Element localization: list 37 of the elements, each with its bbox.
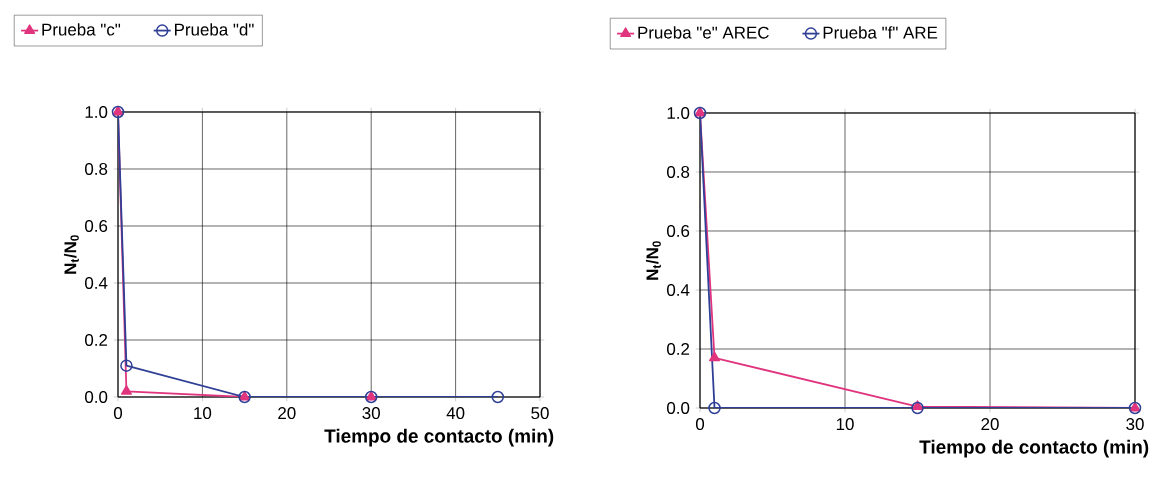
y-tick-label: 0.2 [85, 334, 108, 346]
y-tick-label: 0.0 [667, 402, 690, 414]
x-tick-label: 50 [531, 407, 549, 420]
y-tick-label: 0.8 [667, 166, 690, 178]
x-tick-label: 0 [113, 407, 123, 420]
legend-label: Prueba "d" [175, 23, 254, 36]
point [912, 400, 924, 411]
point [911, 401, 924, 415]
legend-label: Prueba "e" AREC [638, 26, 769, 39]
x-tick-label: 30 [1126, 418, 1144, 431]
point [709, 351, 721, 362]
x-tick-label: 20 [278, 407, 296, 420]
y-tick-label: 0.2 [667, 343, 690, 355]
x-axis-title: Tiempo de contacto (min) [919, 439, 1149, 458]
point [120, 359, 133, 372]
point [120, 385, 132, 395]
y-tick-label: 0.4 [667, 284, 690, 296]
x-tick-label: 20 [981, 418, 999, 431]
y-tick-label: 1.0 [667, 107, 690, 119]
point [491, 390, 505, 404]
y-axis-title: N$_{t}$/N$_{0}$ [645, 241, 661, 280]
y-tick-label: 0.4 [85, 277, 108, 289]
x-tick-label: 10 [194, 407, 212, 420]
y-tick-label: 0.6 [85, 220, 108, 232]
y-tick-label: 0.8 [85, 163, 108, 175]
x-tick-label: 0 [695, 418, 705, 431]
y-tick-label: 0.6 [667, 225, 690, 237]
y-tick-label: 0.0 [85, 391, 108, 403]
x-axis-title: Tiempo de contacto (min) [324, 428, 554, 447]
y-axis-title: N$_{t}$/N$_{0}$ [63, 235, 79, 274]
x-tick-label: 40 [446, 407, 465, 420]
x-tick-label: 30 [362, 407, 380, 420]
y-tick-label: 1.0 [85, 106, 108, 118]
legend-label: Prueba "f" ARE [823, 26, 938, 39]
point [708, 401, 721, 415]
x-tick-label: 10 [836, 418, 854, 431]
legend-label: Prueba "c" [42, 23, 121, 36]
